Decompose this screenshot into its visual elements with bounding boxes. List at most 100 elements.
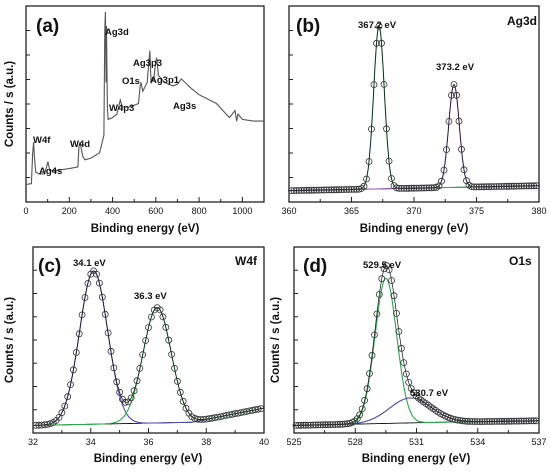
data-point [182, 404, 190, 412]
data-point [458, 145, 465, 153]
data-point [485, 183, 493, 191]
data-point [393, 309, 400, 317]
data-point [61, 402, 69, 410]
data-point [307, 421, 315, 429]
x-tick-label: 525 [286, 437, 301, 447]
data-point [508, 182, 515, 190]
data-point [368, 351, 376, 359]
data-point [324, 421, 332, 429]
data-point [139, 351, 147, 359]
data-point [456, 417, 464, 424]
x-axis-title: Binding energy (eV) [362, 453, 471, 465]
panel-b-ag3d: (b) Ag3d Binding energy (eV) 360 365 370 37… [281, 5, 547, 235]
data-point [480, 183, 488, 191]
panel-a-survey: (a) Counts / s (a.u.) Binding energy (eV… [4, 5, 265, 235]
y-axis-ticks [294, 269, 298, 411]
data-point [395, 328, 403, 335]
data-point [383, 125, 390, 133]
data-point [173, 377, 181, 385]
x-tick-label: 38 [201, 437, 211, 447]
annotation-o1s: O1s [122, 76, 140, 87]
panel-label: (a) [36, 16, 59, 37]
plot-area [25, 11, 264, 186]
data-point [490, 183, 498, 191]
data-point [309, 421, 317, 429]
data-point [483, 418, 491, 425]
data-point [344, 420, 351, 428]
data-point [481, 418, 489, 425]
fit-envelope-line [33, 270, 265, 426]
data-point [101, 310, 109, 318]
data-point [75, 330, 83, 338]
data-point [488, 183, 495, 191]
data-point [81, 294, 89, 301]
data-point [390, 182, 398, 190]
data-point [397, 344, 405, 352]
data-point [459, 417, 467, 425]
data-point [351, 417, 359, 425]
data-point [363, 385, 371, 393]
x-tick-label: 1000 [232, 206, 252, 216]
x-tick-label: 370 [406, 206, 421, 216]
data-point [443, 146, 450, 154]
data-point [471, 418, 479, 425]
data-point [122, 398, 129, 406]
x-tick-label: 600 [148, 206, 163, 216]
x-tick-label: 0 [23, 206, 28, 216]
data-point [476, 418, 484, 426]
y-axis-title: Counts / s (a.u.) [270, 297, 282, 383]
data-point [305, 186, 313, 194]
data-point [378, 275, 386, 283]
data-point [358, 185, 365, 192]
data-point [156, 306, 164, 314]
data-point [375, 290, 383, 298]
data-point [302, 421, 310, 429]
data-point [168, 350, 176, 358]
data-point [468, 183, 475, 191]
data-point [104, 329, 112, 337]
data-point [449, 415, 457, 423]
data-point [510, 182, 518, 190]
data-point [110, 364, 118, 372]
data-point [257, 405, 265, 413]
data-point [418, 184, 425, 192]
annotation-w4p3: W4p3 [109, 103, 134, 114]
data-point [518, 417, 525, 425]
survey-spectrum-line [25, 11, 264, 186]
panel-tag: O1s [509, 254, 532, 268]
data-point [530, 182, 538, 190]
panel-label: (d) [303, 256, 327, 277]
data-point [520, 417, 528, 425]
data-point [290, 187, 298, 195]
data-point [513, 417, 520, 425]
plot-frame [293, 246, 540, 434]
peak-label-2: 373.2 eV [436, 62, 475, 73]
data-point [491, 417, 498, 425]
data-point [142, 337, 150, 344]
data-point [400, 184, 408, 192]
data-point [165, 336, 173, 344]
data-point [488, 418, 496, 425]
peak-annotations: Ag3d Ag3p3 Ag3p1 O1s W4p3 Ag3s W4d W4f A… [33, 27, 196, 177]
data-point [318, 186, 325, 194]
data-point [113, 378, 121, 386]
data-point [478, 418, 486, 426]
data-point [363, 175, 370, 183]
data-point [440, 166, 448, 174]
data-point [464, 417, 471, 425]
y-axis-title: Counts / s (a.u.) [4, 297, 16, 383]
data-point [58, 409, 66, 417]
data-point [297, 421, 305, 429]
data-point [370, 331, 378, 339]
data-point [378, 39, 385, 47]
annotation-ag4s: Ag4s [39, 166, 62, 177]
data-point [373, 310, 381, 318]
data-point [520, 182, 528, 190]
data-point [495, 183, 503, 190]
plot-area [32, 267, 265, 429]
annotation-ag3s: Ag3s [173, 101, 196, 112]
data-point [445, 118, 453, 125]
data-point [438, 177, 445, 185]
data-point [350, 185, 358, 193]
